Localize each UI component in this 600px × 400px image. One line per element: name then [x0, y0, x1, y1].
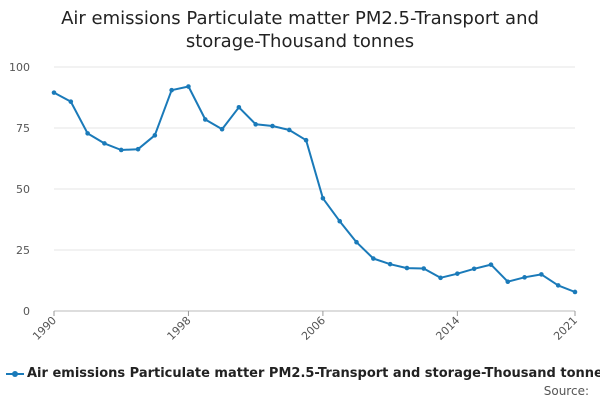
data-point-2018[interactable] [522, 275, 527, 280]
data-point-1992[interactable] [85, 131, 90, 136]
source-label: Source: [543, 384, 589, 398]
chart-title: Air emissions Particulate matter PM2.5-T… [0, 7, 600, 53]
data-point-1996[interactable] [152, 133, 158, 138]
data-point-2015[interactable] [471, 266, 477, 272]
data-point-2009[interactable] [371, 256, 376, 261]
data-point-2020[interactable] [555, 283, 561, 288]
series-layer [51, 84, 578, 295]
data-point-2003[interactable] [270, 123, 275, 129]
chart-title-line-2: storage-Thousand tonnes [185, 31, 415, 52]
data-point-2001[interactable] [236, 104, 242, 110]
data-point-1995[interactable] [135, 146, 141, 152]
data-point-2014[interactable] [455, 271, 460, 276]
data-point-1993[interactable] [102, 141, 107, 146]
data-point-1994[interactable] [118, 147, 124, 153]
y-tick-label-100: 100 [9, 61, 30, 74]
data-point-1990[interactable] [51, 90, 57, 95]
data-point-2010[interactable] [387, 261, 393, 267]
y-tick-label-75: 75 [16, 122, 30, 135]
data-point-2011[interactable] [404, 265, 410, 271]
data-point-2007[interactable] [337, 218, 343, 224]
x-tick-label-2014: 2014 [433, 314, 462, 343]
legend[interactable]: Air emissions Particulate matter PM2.5-T… [6, 366, 600, 381]
data-point-2016[interactable] [488, 262, 494, 267]
data-point-2002[interactable] [253, 122, 258, 127]
data-point-1998[interactable] [186, 84, 191, 89]
data-point-2019[interactable] [539, 272, 544, 277]
data-point-1991[interactable] [68, 99, 74, 104]
gridlines [54, 66, 575, 312]
legend-swatch [6, 368, 24, 380]
data-point-2004[interactable] [286, 127, 292, 133]
data-point-2006[interactable] [320, 195, 326, 201]
y-tick-label-0: 0 [23, 305, 30, 318]
axes: 0 25 50 75 100 1990 1998 2006 2014 2021 [9, 61, 580, 343]
y-tick-label-25: 25 [16, 244, 30, 257]
data-point-2012[interactable] [421, 266, 427, 271]
data-point-1999[interactable] [202, 117, 208, 122]
data-point-2000[interactable] [219, 126, 225, 132]
data-point-2013[interactable] [438, 275, 443, 281]
data-point-2017[interactable] [505, 279, 511, 285]
data-point-2005[interactable] [303, 137, 309, 143]
series-line-0 [53, 85, 576, 293]
x-tick-label-2006: 2006 [299, 314, 328, 343]
x-tick-label-1998: 1998 [165, 314, 194, 343]
chart-title-line-1: Air emissions Particulate matter PM2.5-T… [61, 8, 539, 29]
y-tick-label-50: 50 [16, 183, 30, 196]
x-tick-label-2021: 2021 [551, 314, 580, 343]
data-point-2008[interactable] [354, 239, 359, 245]
legend-label: Air emissions Particulate matter PM2.5-T… [27, 366, 600, 381]
data-point-1997[interactable] [169, 87, 174, 93]
x-tick-label-1990: 1990 [30, 314, 59, 343]
data-point-2021[interactable] [572, 289, 578, 295]
